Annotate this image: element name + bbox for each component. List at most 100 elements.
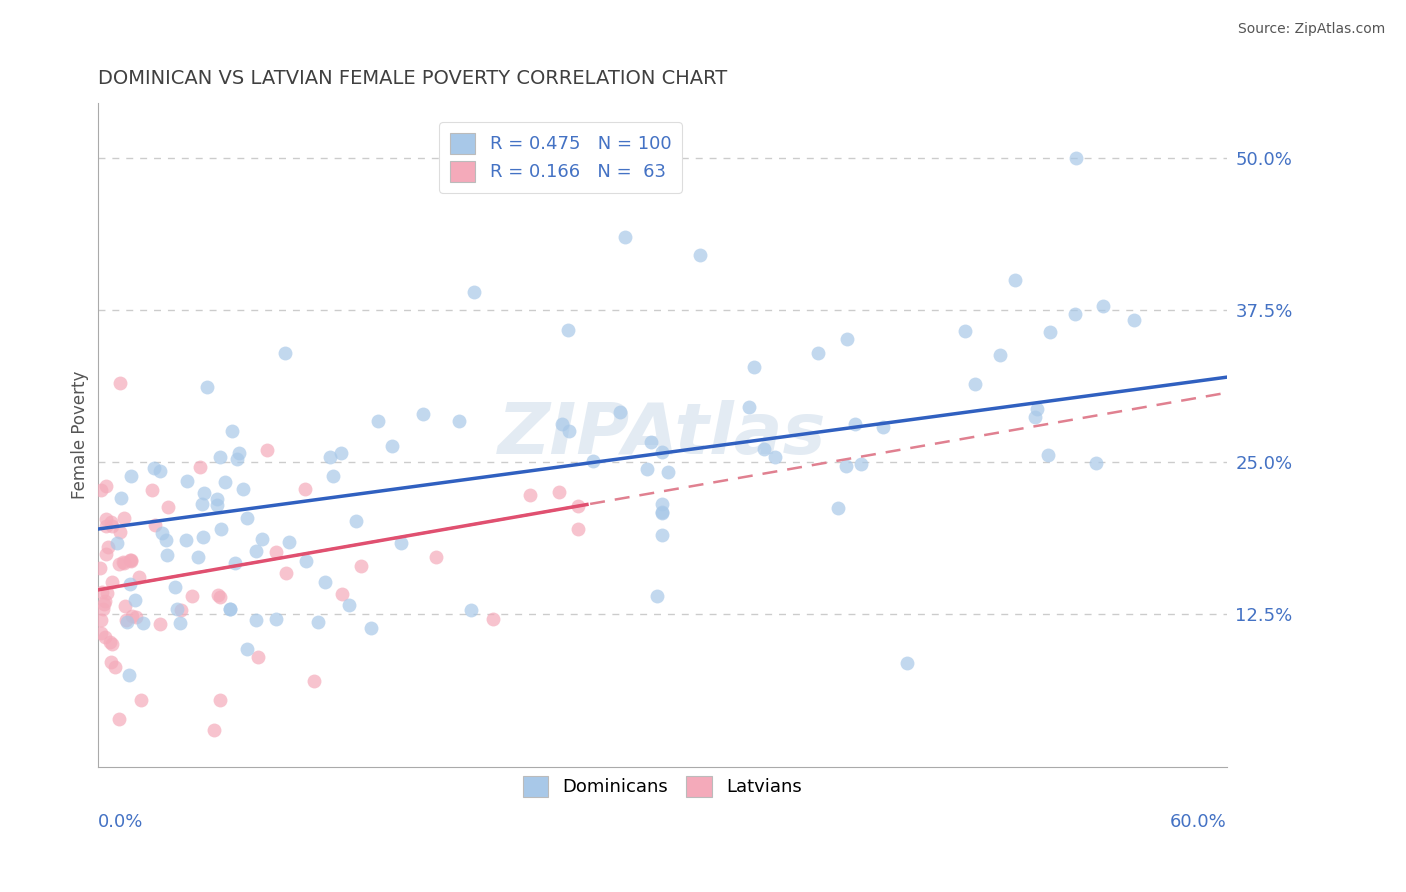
Point	[651, 505, 673, 519]
Point	[236, 641, 259, 656]
Point	[266, 612, 288, 626]
Point	[156, 500, 179, 514]
Text: 0.0%: 0.0%	[97, 813, 143, 830]
Point	[90, 584, 112, 599]
Point	[124, 593, 146, 607]
Point	[636, 462, 658, 476]
Point	[963, 376, 986, 391]
Point	[100, 516, 122, 530]
Point	[228, 445, 250, 459]
Point	[1064, 308, 1087, 322]
Point	[174, 533, 197, 548]
Point	[329, 446, 352, 460]
Point	[314, 574, 336, 589]
Point	[129, 693, 152, 707]
Point	[94, 630, 117, 644]
Point	[96, 519, 118, 533]
Point	[111, 555, 134, 569]
Point	[367, 414, 389, 428]
Point	[207, 588, 229, 602]
Point	[236, 511, 259, 525]
Point	[94, 478, 117, 492]
Point	[115, 614, 138, 628]
Point	[132, 615, 155, 630]
Point	[827, 500, 849, 515]
Point	[219, 602, 242, 616]
Point	[256, 442, 278, 457]
Point	[141, 483, 163, 497]
Point	[294, 554, 316, 568]
Point	[519, 487, 541, 501]
Point	[96, 586, 118, 600]
Point	[953, 324, 976, 338]
Point	[988, 348, 1011, 362]
Point	[350, 558, 373, 573]
Point	[98, 635, 121, 649]
Point	[389, 536, 412, 550]
Point	[322, 468, 344, 483]
Point	[337, 598, 360, 612]
Point	[108, 376, 131, 390]
Point	[835, 332, 858, 346]
Point	[170, 603, 193, 617]
Point	[250, 533, 273, 547]
Point	[125, 609, 148, 624]
Point	[547, 485, 569, 500]
Point	[645, 590, 668, 604]
Point	[91, 602, 114, 616]
Point	[1084, 456, 1107, 470]
Point	[120, 553, 142, 567]
Point	[872, 420, 894, 434]
Point	[166, 602, 188, 616]
Point	[278, 535, 301, 549]
Point	[112, 556, 135, 570]
Point	[145, 517, 167, 532]
Point	[567, 522, 589, 536]
Point	[558, 424, 581, 438]
Point	[100, 574, 122, 589]
Point	[96, 547, 118, 561]
Point	[104, 660, 127, 674]
Point	[463, 285, 485, 299]
Point	[330, 587, 353, 601]
Point	[1122, 313, 1144, 327]
Point	[110, 491, 132, 505]
Point	[101, 519, 124, 533]
Point	[381, 439, 404, 453]
Point	[1004, 273, 1026, 287]
Point	[651, 506, 673, 520]
Point	[1024, 410, 1046, 425]
Point	[609, 405, 631, 419]
Point	[651, 528, 673, 542]
Point	[96, 512, 118, 526]
Point	[1036, 448, 1059, 462]
Point	[142, 461, 165, 475]
Point	[180, 590, 202, 604]
Point	[307, 615, 329, 630]
Point	[360, 621, 382, 635]
Point	[657, 466, 679, 480]
Point	[187, 550, 209, 565]
Point	[93, 594, 115, 608]
Point	[274, 566, 297, 580]
Point	[849, 458, 872, 472]
Point	[118, 667, 141, 681]
Point	[1091, 299, 1114, 313]
Point	[245, 544, 267, 558]
Point	[581, 454, 603, 468]
Point	[482, 612, 505, 626]
Point	[245, 613, 267, 627]
Point	[202, 723, 225, 737]
Point	[221, 424, 243, 438]
Point	[121, 609, 143, 624]
Point	[93, 597, 115, 611]
Point	[150, 526, 173, 541]
Point	[896, 656, 918, 670]
Y-axis label: Female Poverty: Female Poverty	[72, 370, 89, 499]
Point	[425, 550, 447, 565]
Point	[844, 417, 866, 432]
Point	[294, 482, 316, 496]
Point	[1066, 151, 1088, 165]
Point	[551, 417, 574, 431]
Point	[208, 590, 231, 604]
